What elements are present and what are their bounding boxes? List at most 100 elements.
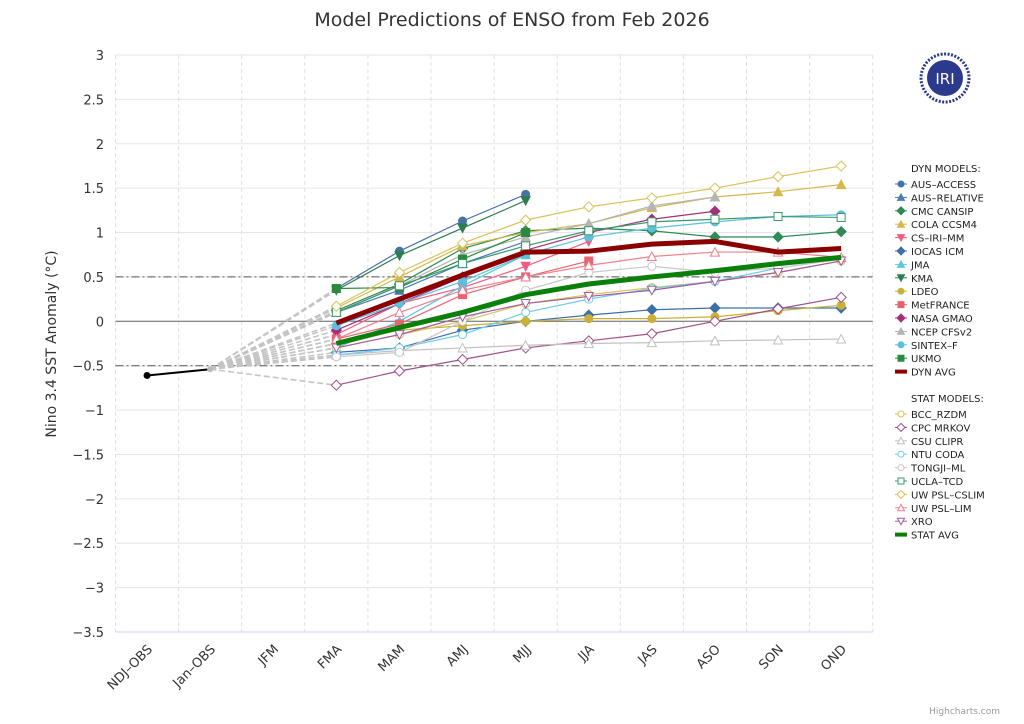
series-csu-clipr[interactable] <box>331 333 847 360</box>
legend-item-cola-ccsm4[interactable]: COLA CCSM4 <box>895 219 977 231</box>
data-point[interactable] <box>772 186 784 197</box>
data-point[interactable] <box>709 246 721 257</box>
series-stat-avg[interactable] <box>335 254 842 346</box>
data-point[interactable] <box>647 314 657 324</box>
legend-marker[interactable] <box>896 192 906 201</box>
data-point[interactable] <box>394 330 405 341</box>
data-point[interactable] <box>520 261 531 272</box>
legend-item-aus-access[interactable]: AUS–ACCESS <box>895 180 976 191</box>
legend-item-sintex-f[interactable]: SINTEX–F <box>895 341 958 352</box>
legend-marker[interactable] <box>896 219 906 228</box>
data-point[interactable] <box>394 347 404 357</box>
legend-item-ncep-cfsv2[interactable]: NCEP CFSv2 <box>895 326 972 338</box>
data-point[interactable] <box>836 212 846 222</box>
data-point[interactable] <box>331 352 341 362</box>
data-point[interactable] <box>521 228 531 238</box>
legend-marker[interactable] <box>897 301 905 309</box>
legend-marker[interactable] <box>896 326 906 335</box>
data-point[interactable] <box>772 170 784 183</box>
legend-marker[interactable] <box>896 246 906 256</box>
legend-marker[interactable] <box>896 503 906 512</box>
legend-item-aus-relative[interactable]: AUS–RELATIVE <box>895 192 984 204</box>
data-point[interactable] <box>647 261 657 271</box>
legend-item-xro[interactable]: XRO <box>895 517 933 528</box>
data-point[interactable] <box>709 302 721 314</box>
data-point[interactable] <box>520 339 531 350</box>
legend-marker[interactable] <box>896 234 906 243</box>
legend-marker[interactable] <box>896 517 906 526</box>
data-point[interactable] <box>393 365 406 377</box>
data-point[interactable] <box>143 371 151 379</box>
data-point[interactable] <box>331 343 342 354</box>
legend-item-ntu-coda[interactable]: NTU CODA <box>895 450 964 461</box>
series-ucla-tcd[interactable] <box>331 212 846 317</box>
data-point[interactable] <box>520 196 531 207</box>
data-point[interactable] <box>394 281 404 291</box>
data-point[interactable] <box>773 212 783 222</box>
data-point[interactable] <box>457 342 468 353</box>
legend-item-dyn-avg[interactable]: DYN AVG <box>895 368 956 379</box>
legend-marker[interactable] <box>896 206 906 216</box>
data-point[interactable] <box>835 333 847 344</box>
legend-item-iocas-icm[interactable]: IOCAS ICM <box>895 246 964 258</box>
data-point[interactable] <box>584 314 594 324</box>
legend-item-uw-psl-cslim[interactable]: UW PSL–CSLIM <box>895 489 985 501</box>
data-point[interactable] <box>772 231 784 243</box>
data-point[interactable] <box>646 285 658 296</box>
legend-marker[interactable] <box>897 180 905 188</box>
data-point[interactable] <box>584 226 594 236</box>
data-point[interactable] <box>583 201 595 213</box>
legend-item-ucla-tcd[interactable]: UCLA–TCD <box>895 477 963 488</box>
data-point[interactable] <box>709 191 721 202</box>
data-point[interactable] <box>458 330 468 340</box>
legend-marker[interactable] <box>897 354 905 362</box>
data-point[interactable] <box>456 353 469 366</box>
data-point[interactable] <box>647 217 657 227</box>
data-point[interactable] <box>835 160 847 172</box>
legend-marker[interactable] <box>896 489 906 500</box>
data-point[interactable] <box>772 334 784 345</box>
legend-item-cmc-cansip[interactable]: CMC CANSIP <box>895 206 973 218</box>
data-point[interactable] <box>710 214 720 224</box>
data-point[interactable] <box>646 304 658 316</box>
data-point[interactable] <box>394 306 405 317</box>
data-point[interactable] <box>835 225 847 238</box>
legend-item-ldeo[interactable]: LDEO <box>895 287 939 298</box>
legend-marker[interactable] <box>896 274 906 283</box>
data-point[interactable] <box>520 299 531 310</box>
series-line[interactable] <box>336 240 526 313</box>
credits[interactable]: Highcharts.com <box>929 707 1000 717</box>
legend[interactable]: DYN MODELS: AUS–ACCESS AUS–RELATIVE CMC CAN… <box>895 164 985 542</box>
series-line[interactable] <box>336 193 526 289</box>
legend-item-metfrance[interactable]: MetFRANCE <box>895 301 970 312</box>
legend-marker[interactable] <box>896 436 906 445</box>
series-line[interactable] <box>336 200 526 291</box>
data-point[interactable] <box>330 300 343 312</box>
data-point[interactable] <box>457 223 468 234</box>
data-point[interactable] <box>393 266 406 279</box>
legend-item-stat-avg[interactable]: STAT AVG <box>895 531 959 542</box>
data-point[interactable] <box>709 315 721 328</box>
data-point[interactable] <box>330 379 343 391</box>
legend-marker[interactable] <box>896 422 906 433</box>
legend-marker[interactable] <box>896 313 906 323</box>
data-point[interactable] <box>709 276 721 287</box>
series-uw-psl-cslim[interactable] <box>330 160 847 312</box>
data-point[interactable] <box>646 337 658 348</box>
data-point[interactable] <box>583 337 595 348</box>
legend-item-cs-iri-mm[interactable]: CS–IRI–MM <box>895 234 964 245</box>
data-point[interactable] <box>646 250 658 262</box>
legend-marker[interactable] <box>897 477 905 485</box>
data-point[interactable] <box>835 291 847 304</box>
data-point[interactable] <box>709 335 721 346</box>
legend-marker[interactable] <box>897 410 905 418</box>
data-point[interactable] <box>583 259 595 270</box>
data-point[interactable] <box>331 283 341 293</box>
legend-item-kma[interactable]: KMA <box>895 274 933 285</box>
series-observed[interactable] <box>143 366 214 379</box>
legend-item-csu-clipr[interactable]: CSU CLIPR <box>895 436 963 448</box>
legend-item-nasa-gmao[interactable]: NASA GMAO <box>895 313 973 325</box>
data-point[interactable] <box>457 284 468 295</box>
data-point[interactable] <box>772 303 784 315</box>
data-point[interactable] <box>521 316 531 326</box>
